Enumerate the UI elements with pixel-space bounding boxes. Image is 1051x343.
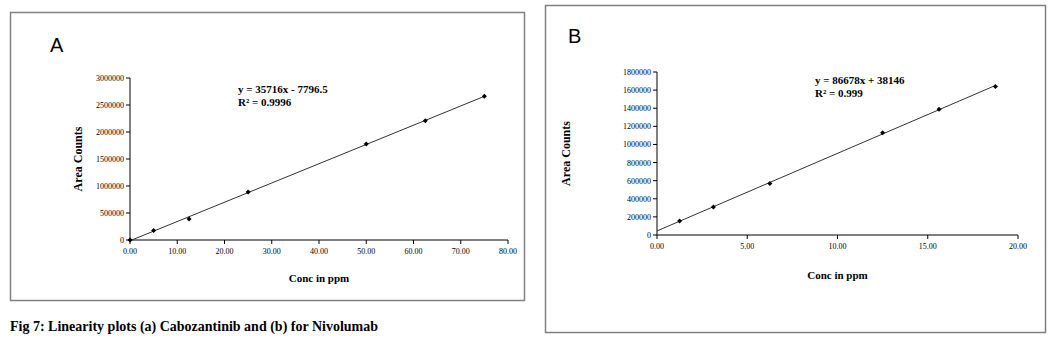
data-area <box>657 84 998 231</box>
x-tick-label: 0.00 <box>123 247 137 256</box>
annotation: y = 35716x - 7796.5 <box>238 83 328 95</box>
point <box>187 216 192 221</box>
x-tick <box>319 240 320 244</box>
point <box>711 204 716 209</box>
y-tick <box>653 162 657 163</box>
x-tick <box>366 240 367 244</box>
x-axis-label: Conc in ppm <box>289 272 350 284</box>
point <box>767 181 772 186</box>
y-tick-label: 800000 <box>627 159 651 168</box>
y-tick-label: 1400000 <box>623 104 651 113</box>
x-tick-label: 60.00 <box>405 247 423 256</box>
x-tick-label: 15.00 <box>919 242 937 251</box>
y-tick-label: 500000 <box>100 209 124 218</box>
y-tick <box>653 180 657 181</box>
y-tick <box>126 213 130 214</box>
y-tick-label: 1500000 <box>96 155 124 164</box>
x-tick-label: 10.00 <box>168 247 186 256</box>
y-tick <box>653 144 657 145</box>
x-tick <box>177 240 178 244</box>
y-tick-label: 400000 <box>627 195 651 204</box>
point <box>128 238 133 243</box>
trendline <box>657 85 995 230</box>
x-tick <box>224 240 225 244</box>
panel: 0 200000 400000 600000 800000 1000000 1200000 1… <box>546 6 1046 333</box>
y-tick-label: 1600000 <box>623 86 651 95</box>
point <box>937 107 942 112</box>
data-area <box>128 94 487 243</box>
y-tick-label: 2500000 <box>96 101 124 110</box>
x-tick <box>508 240 509 244</box>
panel-title: A <box>50 34 64 56</box>
panel-frame <box>11 13 525 301</box>
y-tick-label: 200000 <box>627 213 651 222</box>
x-tick <box>271 240 272 244</box>
annotation: R² = 0.999 <box>815 87 863 99</box>
y-tick <box>653 90 657 91</box>
y-axis <box>657 72 658 235</box>
x-tick-label: 20.00 <box>1009 242 1027 251</box>
y-tick-label: 1200000 <box>623 122 651 131</box>
x-tick-label: 40.00 <box>310 247 328 256</box>
y-tick <box>653 126 657 127</box>
y-tick <box>653 108 657 109</box>
y-tick <box>653 216 657 217</box>
y-tick <box>653 72 657 73</box>
y-tick-label: 0 <box>120 236 124 245</box>
x-tick-label: 20.00 <box>216 247 234 256</box>
x-axis-label: Conc in ppm <box>807 269 868 281</box>
annotation: y = 86678x + 38146 <box>815 74 905 86</box>
x-tick <box>927 235 928 239</box>
y-tick <box>653 198 657 199</box>
x-tick <box>837 235 838 239</box>
y-axis-label: Area Counts <box>71 126 85 191</box>
point <box>364 141 369 146</box>
point <box>246 189 251 194</box>
x-tick-label: 10.00 <box>829 242 847 251</box>
y-tick-label: 3000000 <box>96 74 124 83</box>
y-tick-label: 1000000 <box>96 182 124 191</box>
y-tick <box>126 105 130 106</box>
y-tick <box>126 132 130 133</box>
x-tick-label: 70.00 <box>452 247 470 256</box>
y-tick <box>653 235 657 236</box>
x-tick-label: 0.00 <box>650 242 664 251</box>
panel: 0 500000 1000000 1500000 2000000 2500000 30000… <box>11 13 525 301</box>
point <box>880 130 885 135</box>
x-tick <box>747 235 748 239</box>
point <box>993 84 998 89</box>
y-tick <box>126 78 130 79</box>
point <box>482 94 487 99</box>
annotation: R² = 0.9996 <box>238 96 292 108</box>
x-tick <box>413 240 414 244</box>
y-axis-label: Area Counts <box>559 121 573 186</box>
x-tick-label: 50.00 <box>357 247 375 256</box>
x-tick <box>460 240 461 244</box>
x-tick-label: 80.00 <box>499 247 517 256</box>
point <box>677 218 682 223</box>
point <box>423 118 428 123</box>
x-tick <box>1018 235 1019 239</box>
y-tick-label: 1000000 <box>623 140 651 149</box>
caption: Fig 7: Linearity plots (a) Cabozantinib … <box>10 319 378 335</box>
y-tick-label: 600000 <box>627 177 651 186</box>
y-tick-label: 0 <box>647 231 651 240</box>
x-tick <box>657 235 658 239</box>
x-tick-label: 30.00 <box>263 247 281 256</box>
x-tick-label: 5.00 <box>740 242 754 251</box>
panel-frame <box>546 6 1046 333</box>
y-tick-label: 2000000 <box>96 128 124 137</box>
trendline <box>130 96 484 240</box>
y-tick <box>126 159 130 160</box>
figure: 0500000100000015000002000000250000030000… <box>0 0 1051 343</box>
y-tick <box>126 186 130 187</box>
y-tick-label: 1800000 <box>623 68 651 77</box>
panel-title: B <box>568 25 581 47</box>
point <box>151 228 156 233</box>
